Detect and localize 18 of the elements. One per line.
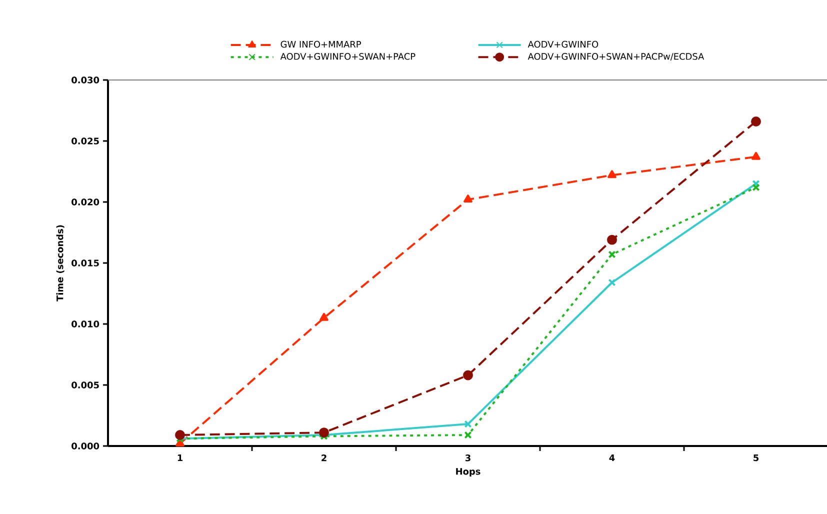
y-axis-title: Time (seconds) <box>56 225 64 302</box>
x-tick-label: 5 <box>754 454 758 462</box>
legend-label: GW INFO+MMARP <box>280 40 361 48</box>
y-tick-label: 0.005 <box>72 382 99 388</box>
legend-label: AODV+GWINFO <box>528 40 598 48</box>
y-tick-label: 0.025 <box>72 138 99 144</box>
y-tick-label: 0.000 <box>72 442 100 450</box>
y-tick-label: 0.030 <box>72 76 100 84</box>
x-tick-label: 2 <box>322 454 326 462</box>
legend-label: AODV+GWINFO+SWAN+PACPw/ECDSA <box>528 53 704 61</box>
y-tick-label: 0.015 <box>72 260 99 266</box>
y-tick-label: 0.010 <box>72 320 100 328</box>
legend-label: AODV+GWINFO+SWAN+PACP <box>280 53 416 60</box>
x-tick-label: 1 <box>178 454 183 462</box>
x-axis-title: Hops <box>456 468 480 477</box>
y-tick-label: 0.020 <box>72 198 100 206</box>
x-tick-label: 3 <box>465 454 470 462</box>
x-tick-label: 4 <box>609 454 615 462</box>
